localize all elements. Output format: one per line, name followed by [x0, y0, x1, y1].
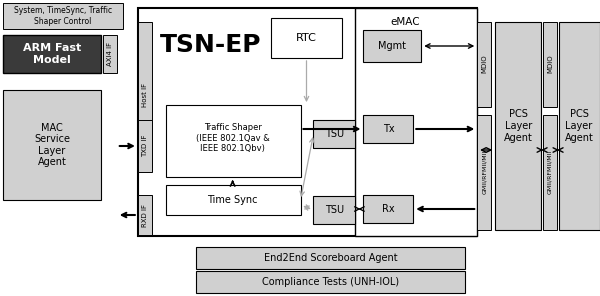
Text: Tx: Tx: [383, 124, 394, 134]
Text: eMAC: eMAC: [391, 17, 420, 27]
Text: TSU: TSU: [325, 129, 344, 139]
Bar: [166, 185, 301, 215]
Text: Traffic Shaper
(IEEE 802.1Qav &
IEEE 802.1Qbv): Traffic Shaper (IEEE 802.1Qav & IEEE 802…: [196, 123, 269, 153]
Text: PCS
Layer
Agent: PCS Layer Agent: [504, 110, 533, 143]
Text: End2End Scoreboard Agent: End2End Scoreboard Agent: [263, 253, 397, 263]
Bar: [495, 22, 541, 230]
Bar: [138, 8, 477, 236]
Text: GMII/RFMII/MII: GMII/RFMII/MII: [482, 150, 487, 194]
Text: TSN-EP: TSN-EP: [160, 33, 262, 57]
Text: System, TimeSync, Traffic
Shaper Control: System, TimeSync, Traffic Shaper Control: [14, 6, 112, 26]
Bar: [196, 247, 465, 269]
Text: Rx: Rx: [382, 204, 395, 214]
Text: RTC: RTC: [296, 33, 317, 43]
Text: MDIO: MDIO: [481, 55, 487, 73]
Bar: [313, 196, 355, 224]
Bar: [543, 22, 557, 107]
Bar: [196, 271, 465, 293]
Bar: [364, 115, 413, 143]
Text: Compliance Tests (UNH-IOL): Compliance Tests (UNH-IOL): [262, 277, 399, 287]
Bar: [166, 105, 301, 177]
Bar: [138, 22, 152, 167]
Text: GMII/RFMII/MII: GMII/RFMII/MII: [548, 150, 553, 194]
Text: TXD IF: TXD IF: [142, 135, 148, 157]
Bar: [477, 115, 491, 230]
Bar: [543, 115, 557, 230]
Bar: [271, 18, 343, 58]
Text: RXD IF: RXD IF: [142, 204, 148, 226]
Bar: [138, 120, 152, 172]
Bar: [313, 120, 355, 148]
Text: TSU: TSU: [325, 205, 344, 215]
Bar: [103, 35, 117, 73]
Text: MDIO: MDIO: [547, 55, 553, 73]
Text: Time Sync: Time Sync: [208, 195, 258, 205]
Bar: [138, 195, 152, 235]
Bar: [3, 3, 123, 29]
Bar: [3, 35, 101, 73]
Bar: [477, 22, 491, 107]
Bar: [364, 30, 421, 62]
Bar: [355, 8, 477, 236]
Bar: [3, 90, 101, 200]
Bar: [559, 22, 600, 230]
Text: MAC
Service
Layer
Agent: MAC Service Layer Agent: [34, 123, 70, 168]
Text: PCS
Layer
Agent: PCS Layer Agent: [565, 110, 593, 143]
Text: Host IF: Host IF: [142, 83, 148, 107]
Bar: [364, 195, 413, 223]
Text: ARM Fast
Model: ARM Fast Model: [23, 43, 81, 65]
Text: Mgmt: Mgmt: [379, 41, 406, 51]
Text: AXI4 IF: AXI4 IF: [107, 42, 113, 66]
